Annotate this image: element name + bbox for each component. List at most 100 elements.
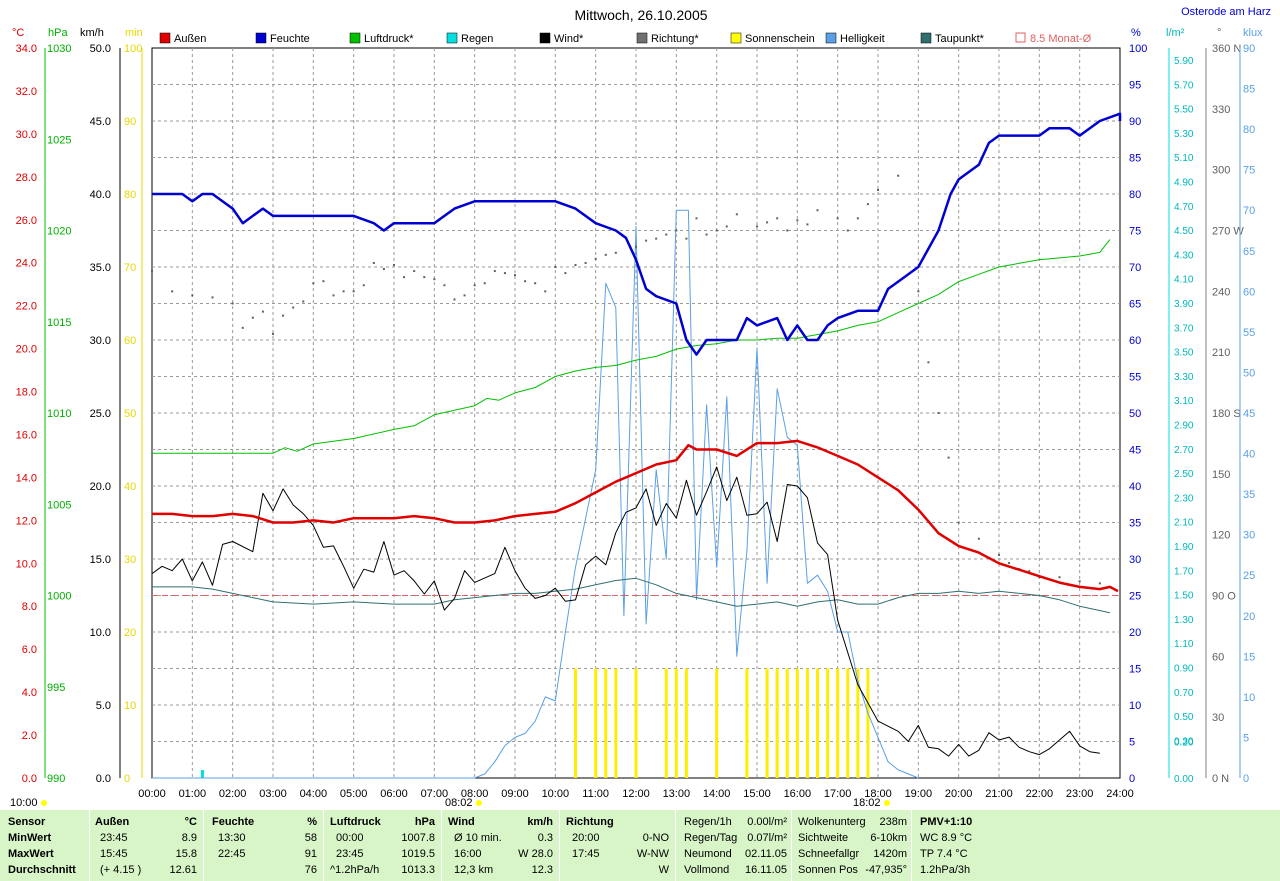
rain-tick-label: 1.30 <box>1174 615 1194 626</box>
min-row-label: MinWert <box>8 832 52 844</box>
humidity-tick-label: 15 <box>1129 664 1141 676</box>
temp-tick-label: 0.0 <box>22 773 37 785</box>
sun-axis-unit: min <box>125 27 143 39</box>
direction-dot <box>1078 580 1081 583</box>
temperature-series-line <box>152 439 1119 593</box>
humidity-tick-label: 35 <box>1129 518 1141 530</box>
direction-dot <box>766 221 769 224</box>
x-tick-label: 16:00 <box>784 788 812 800</box>
x-tick-label: 02:00 <box>219 788 247 800</box>
direction-tick-label: 300 <box>1212 165 1230 177</box>
direction-dot <box>897 174 900 177</box>
sensor-header: Sensor <box>8 816 46 828</box>
rain-tick-label: 2.50 <box>1174 469 1194 480</box>
legend-label: Helligkeit <box>840 33 885 45</box>
x-tick-label: 05:00 <box>340 788 368 800</box>
rain-tick-label: 2.90 <box>1174 421 1194 432</box>
lux-tick-label: 35 <box>1243 489 1255 501</box>
x-tick-label: 20:00 <box>945 788 973 800</box>
sunrise-marker <box>476 800 482 806</box>
legend-swatch <box>159 32 171 44</box>
vollmond-label: Vollmond <box>684 864 730 876</box>
wind-max-value: W 28.0 <box>518 848 553 860</box>
aussen-min-time: 23:45 <box>100 832 128 844</box>
legend-label: Außen <box>174 33 206 45</box>
direction-dot <box>937 412 940 414</box>
direction-dot <box>171 290 174 293</box>
sunrise-label: 08:02 <box>445 797 473 809</box>
direction-dot <box>665 233 668 236</box>
direction-dot <box>241 326 244 329</box>
rain-tick-label: 0.00 <box>1174 774 1194 785</box>
rain-tick-label: 2.30 <box>1174 493 1194 504</box>
direction-tick-label: 60 <box>1212 651 1224 663</box>
direction-tick-label: 30 <box>1212 712 1224 724</box>
direction-dot <box>211 296 214 299</box>
temp-tick-label: 30.0 <box>16 129 37 141</box>
brightness-series-line <box>152 209 919 779</box>
direction-dot <box>403 276 406 279</box>
direction-dot <box>725 225 728 228</box>
statistics-panel: Sensor MinWert MaxWert Durchschnitt Auße… <box>0 810 1280 881</box>
humidity-tick-label: 0 <box>1129 773 1135 785</box>
lux-tick-label: 75 <box>1243 165 1255 177</box>
rain-tick-label: 5.10 <box>1174 153 1194 164</box>
richtung-max-time: 17:45 <box>572 848 600 860</box>
richtung-avg-value: W <box>658 864 669 876</box>
rain-tick-label: 3.30 <box>1174 372 1194 383</box>
legend-swatch <box>539 32 551 44</box>
aussen-max-time: 15:45 <box>100 848 128 860</box>
direction-dot <box>312 282 315 285</box>
pressure-tick-label: 1030 <box>47 43 71 55</box>
direction-dot <box>584 261 587 264</box>
pmv-pressure-trend: 1.2hPa/3h <box>920 864 971 876</box>
aussen-avg-value: 12.61 <box>169 864 197 876</box>
sun_min-tick-label: 0 <box>124 773 130 785</box>
direction-dot <box>413 270 416 273</box>
sichtweite-value: 6-10km <box>870 832 907 844</box>
sun_min-tick-label: 70 <box>124 262 136 274</box>
direction-dot <box>695 217 698 220</box>
direction-dot <box>443 284 446 287</box>
pmv-dewpoint: TP 7.4 °C <box>920 848 968 860</box>
wind-column: Wind km/h Ø 10 min. 0.3 16:00 W 28.0 12,… <box>442 810 560 881</box>
lux-tick-label: 25 <box>1243 570 1255 582</box>
humidity-tick-label: 95 <box>1129 80 1141 92</box>
wind-tick-label: 50.0 <box>90 43 111 55</box>
feuchte-min-value: 58 <box>304 832 317 844</box>
sunshine-bars <box>574 668 870 778</box>
direction-dot <box>1058 576 1061 579</box>
regen-1h-label: Regen/1h <box>684 816 732 828</box>
direction-tick-label: 180 S <box>1212 408 1241 420</box>
direction-dot <box>433 278 436 281</box>
rain-tick-label: 5.50 <box>1174 105 1194 116</box>
legend-swatch <box>1015 32 1026 43</box>
wolkenunterg-value: 238m <box>879 816 907 828</box>
direction-dots <box>151 174 1101 585</box>
rain-tick-label: 1.50 <box>1174 591 1194 602</box>
direction-dot <box>352 290 355 293</box>
max-row-label: MaxWert <box>8 848 54 860</box>
x-tick-label: 06:00 <box>380 788 408 800</box>
rain-tick-label: 0.20 <box>1174 738 1194 749</box>
luftdruck-column: Luftdruck hPa 00:00 1007.8 23:45 1019.5 … <box>324 810 442 881</box>
direction-tick-label: 150 <box>1212 469 1230 481</box>
lux-tick-label: 70 <box>1243 205 1255 217</box>
richtung-column: Richtung 20:00 0-NO 17:45 W-NW W <box>560 810 676 881</box>
pressure-tick-label: 990 <box>47 773 65 785</box>
grid <box>152 48 1120 778</box>
vollmond-value: 16.11.05 <box>744 864 787 876</box>
lux-tick-label: 10 <box>1243 692 1255 704</box>
pmv-column: PMV+1:10 WC 8.9 °C TP 7.4 °C 1.2hPa/3h <box>912 810 1280 881</box>
lux-tick-label: 50 <box>1243 367 1255 379</box>
direction-dot <box>604 253 607 256</box>
rain-axis-unit: l/m² <box>1166 27 1185 39</box>
regen-tag-label: Regen/Tag <box>684 832 738 844</box>
legend-swatch <box>636 32 648 44</box>
temp-tick-label: 34.0 <box>16 43 37 55</box>
x-tick-label: 01:00 <box>179 788 207 800</box>
direction-dot <box>1008 562 1011 565</box>
direction-dot <box>977 537 980 540</box>
rain-tick-label: 0.50 <box>1174 712 1194 723</box>
humidity-tick-label: 5 <box>1129 737 1135 749</box>
